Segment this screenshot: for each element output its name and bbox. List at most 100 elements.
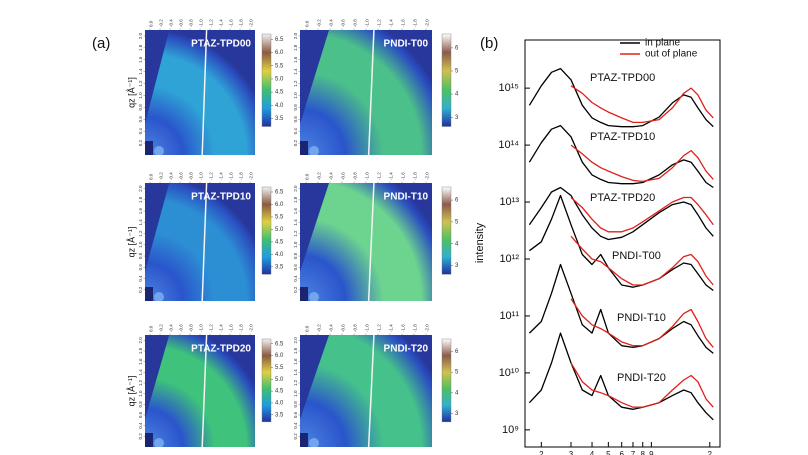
intensity-curve: [570, 235, 714, 286]
y-tick-label: 10¹³: [499, 196, 519, 208]
top-tick-label: -2.0: [249, 19, 254, 27]
top-tick-label: -1.6: [401, 172, 406, 180]
colorbar-tick-label: 4.0: [275, 401, 284, 407]
left-tick-label: 0.8: [138, 401, 143, 408]
giwaxs-image: [145, 183, 255, 301]
colorbar: [441, 186, 452, 275]
left-tick-label: 2.0: [138, 185, 143, 192]
left-tick-label: 1.0: [293, 390, 298, 397]
sample-label: PNDI-T10: [617, 312, 666, 324]
left-tick-label: 0.4: [138, 128, 143, 135]
y-axis-label: qz [Å⁻¹]: [126, 77, 136, 108]
top-tick-label: -1.6: [229, 19, 234, 27]
legend-label: in plane: [645, 38, 680, 49]
top-tick-label: -0.4: [329, 19, 334, 27]
top-tick-label: -0.8: [189, 172, 194, 180]
top-tick-label: -1.2: [209, 172, 214, 180]
top-tick-label: -1.4: [219, 324, 224, 332]
left-tick-label: 0.2: [138, 433, 143, 440]
direct-beam-spot: [154, 438, 164, 447]
image-name: PTAZ-TPD10: [191, 192, 251, 203]
top-tick-label: -1.4: [219, 172, 224, 180]
missing-wedge: [145, 183, 170, 272]
top-tick-label: -1.4: [219, 19, 224, 27]
x-tick-label: 9: [649, 450, 654, 455]
image-name: PNDI-T20: [384, 344, 429, 355]
top-tick-label: -1.2: [377, 19, 382, 27]
top-tick-label: -1.6: [229, 172, 234, 180]
left-tick-label: 0.2: [293, 286, 298, 293]
colorbar-tick-label: 4: [455, 390, 459, 396]
left-tick-label: 1.2: [138, 80, 143, 87]
missing-wedge: [300, 30, 330, 124]
direct-beam-spot: [309, 438, 319, 447]
image-name: PNDI-T00: [384, 39, 429, 50]
sample-label: PTAZ-TPD20: [590, 192, 655, 204]
beamstop: [300, 141, 308, 155]
left-tick-label: 1.8: [138, 44, 143, 51]
top-tick-label: -0.2: [317, 172, 322, 180]
colorbar-tick-label: 6.0: [275, 202, 284, 208]
left-tick-label: 1.8: [293, 347, 298, 354]
image-name: PTAZ-TPD00: [191, 39, 251, 50]
missing-wedge: [300, 335, 330, 419]
intensity-curve: [570, 85, 714, 124]
top-tick-label: -2.0: [425, 324, 430, 332]
y-tick-label: 10¹¹: [499, 310, 519, 322]
sample-label: PTAZ-TPD10: [590, 131, 655, 143]
colorbar-tick-label: 5: [455, 370, 459, 376]
top-tick-label: 0.0: [305, 20, 310, 27]
top-tick-label: -1.2: [377, 172, 382, 180]
colorbar-tick-label: 5.0: [275, 77, 284, 83]
direct-beam-spot: [309, 292, 319, 301]
x-tick-label: 6: [619, 450, 624, 455]
top-tick-label: -1.4: [389, 324, 394, 332]
colorbar-tick-label: 4.5: [275, 389, 284, 395]
panel-a-label: (a): [92, 35, 110, 52]
colorbar-tick-label: 5.5: [275, 215, 284, 221]
top-tick-label: -1.6: [401, 324, 406, 332]
left-tick-label: 1.6: [293, 207, 298, 214]
colorbar-tick-label: 5: [455, 220, 459, 226]
colorbar-tick-label: 5.0: [275, 377, 284, 383]
left-tick-label: 1.0: [293, 92, 298, 99]
top-tick-label: -1.6: [401, 19, 406, 27]
left-tick-label: 0.6: [138, 264, 143, 271]
colorbar-tick-label: 4.5: [275, 90, 284, 96]
top-tick-label: -1.6: [229, 324, 234, 332]
colorbar: [261, 338, 272, 423]
top-tick-label: -0.6: [341, 324, 346, 332]
left-tick-label: 1.2: [138, 379, 143, 386]
detector-gap: [367, 30, 375, 155]
intensity-curve: [528, 67, 714, 128]
beamstop: [145, 141, 153, 155]
colorbar-tick-label: 5.5: [275, 63, 284, 69]
detector-gap: [201, 30, 208, 155]
left-tick-label: 0.4: [293, 275, 298, 282]
top-tick-label: 0.0: [149, 173, 154, 180]
x-tick-label: 2: [539, 450, 544, 455]
x-tick-label: 8: [641, 450, 646, 455]
top-tick-label: -1.0: [199, 324, 204, 332]
top-tick-label: -1.4: [389, 19, 394, 27]
colorbar-tick-label: 6.5: [275, 341, 284, 347]
x-tick-label: 7: [631, 450, 636, 455]
colorbar-tick-label: 5.5: [275, 365, 284, 371]
left-tick-label: 1.4: [138, 369, 143, 376]
y-axis-label: intensity: [474, 222, 486, 263]
intensity-curve: [529, 194, 714, 292]
giwaxs-image: [300, 335, 432, 447]
top-tick-label: -1.8: [413, 172, 418, 180]
top-tick-label: -1.0: [199, 19, 204, 27]
top-tick-label: -0.8: [189, 19, 194, 27]
left-tick-label: 2.0: [293, 337, 298, 344]
x-tick-label: 3: [569, 450, 574, 455]
top-tick-label: -0.6: [341, 172, 346, 180]
y-tick-label: 10⁹: [502, 424, 519, 436]
top-tick-label: 0.0: [149, 325, 154, 332]
missing-wedge: [145, 30, 170, 124]
giwaxs-image: [145, 335, 255, 447]
panel-b-label: (b): [480, 35, 498, 52]
x-tick-label: 2: [708, 450, 713, 455]
